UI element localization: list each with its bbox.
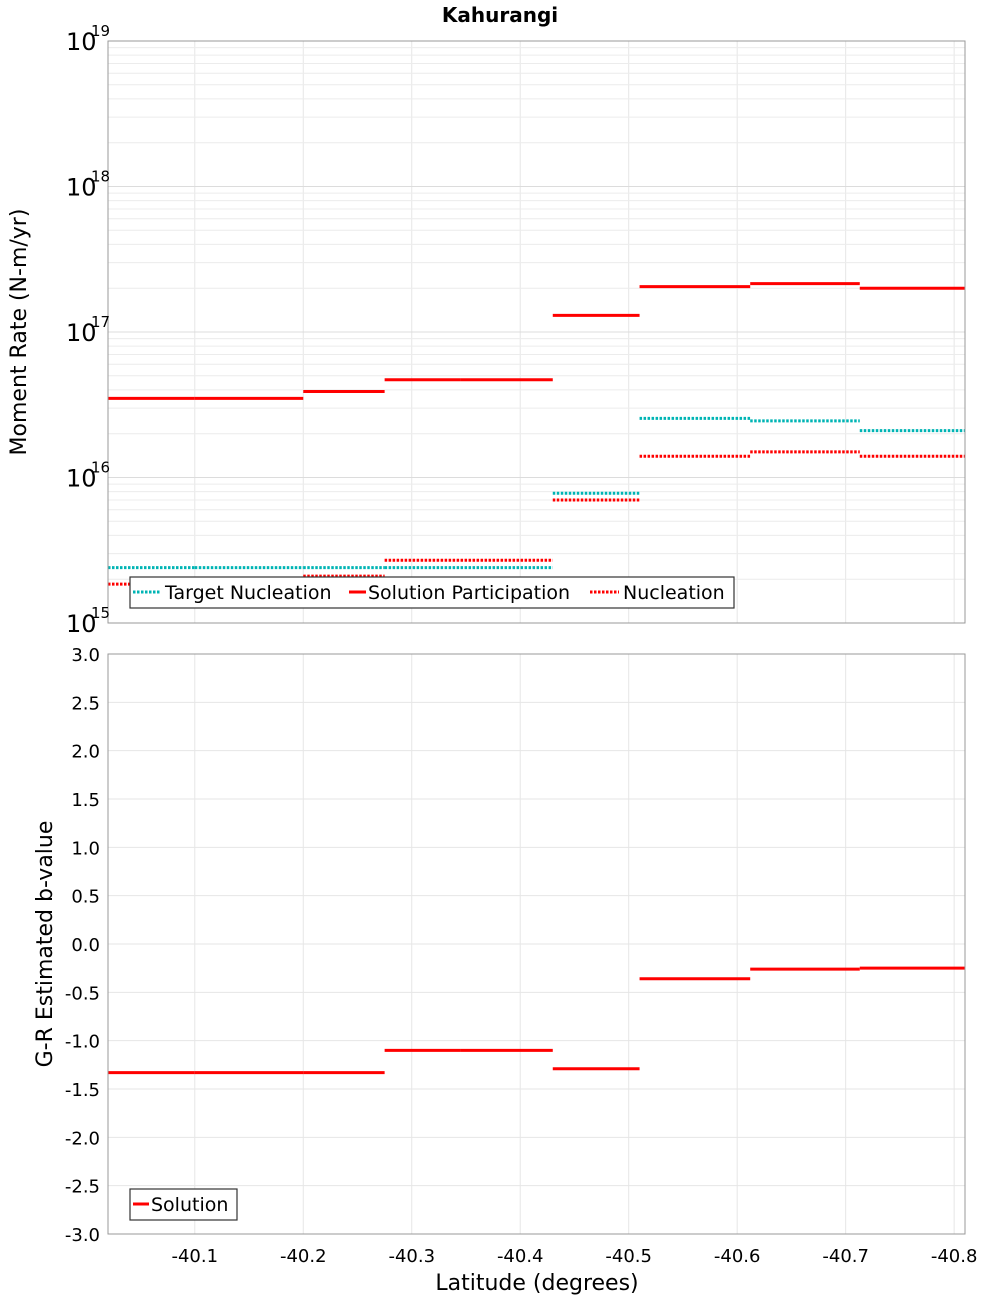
y-tick-label: 2.5	[71, 693, 100, 714]
y-tick-label: -0.5	[65, 983, 100, 1004]
x-tick-label: -40.2	[280, 1246, 327, 1267]
legend-label-solution-participation: Solution Participation	[368, 582, 570, 604]
b-value-plot-border	[107, 653, 966, 1235]
y-tick-label: 0.5	[71, 887, 100, 908]
moment-rate-plot-border	[107, 40, 966, 624]
y-tick-label: -1.0	[65, 1032, 100, 1053]
y-tick-exponent: 17	[91, 313, 110, 331]
b-value-y-ticks: 3.0 2.5 2.0 1.5 1.0 0.5 0.0 -0.5 -1.0 -1.5 -2.0 -2.…	[65, 645, 100, 1246]
y-tick-label: 3.0	[71, 645, 100, 666]
x-tick-label: -40.6	[714, 1246, 761, 1267]
series-solution-participation	[108, 282, 965, 400]
x-tick-label: -40.1	[171, 1246, 218, 1267]
y-tick-label: 1.0	[71, 838, 100, 859]
latitude-x-ticks: -40.1 -40.2 -40.3 -40.4 -40.5 -40.6 -40.7 -40.8	[171, 1246, 977, 1267]
x-tick-label: -40.3	[388, 1246, 435, 1267]
y-tick-label: -2.0	[65, 1128, 100, 1149]
y-tick-base: 10	[66, 174, 97, 202]
b-value-y-axis-label: G-R Estimated b-value	[33, 821, 58, 1068]
y-tick-label: -3.0	[65, 1225, 100, 1246]
moment-rate-y-axis-label: Moment Rate (N-m/yr)	[7, 209, 32, 456]
series-solution	[108, 966, 965, 1075]
y-tick-label: -2.5	[65, 1177, 100, 1198]
y-tick-exponent: 18	[91, 168, 110, 186]
y-tick-exponent: 19	[91, 22, 110, 40]
moment-rate-series	[108, 282, 965, 586]
x-tick-label: -40.7	[822, 1246, 869, 1267]
series-target-nucleation	[108, 416, 965, 570]
b-value-panel: 3.0 2.5 2.0 1.5 1.0 0.5 0.0 -0.5 -1.0 -1.5 -2.0 -2.…	[33, 645, 977, 1296]
y-tick-base: 10	[66, 610, 97, 638]
y-tick-label: 1.5	[71, 790, 100, 811]
chart-title: Kahurangi	[442, 3, 558, 27]
b-value-series	[108, 966, 965, 1075]
y-tick-base: 10	[66, 319, 97, 347]
b-value-legend: Solution	[129, 1188, 238, 1221]
y-tick-base: 10	[66, 465, 97, 493]
latitude-x-axis-label: Latitude (degrees)	[435, 1271, 638, 1296]
moment-rate-legend-box	[129, 576, 735, 609]
x-tick-label: -40.5	[605, 1246, 652, 1267]
legend-label-target-nucleation: Target Nucleation	[164, 582, 332, 604]
legend-label-nucleation: Nucleation	[623, 582, 725, 604]
x-tick-label: -40.8	[931, 1246, 978, 1267]
y-tick-label: 0.0	[71, 935, 100, 956]
x-tick-label: -40.4	[497, 1246, 544, 1267]
y-tick-label: -1.5	[65, 1080, 100, 1101]
y-tick-base: 10	[66, 28, 97, 56]
y-tick-exponent: 16	[91, 459, 110, 477]
b-value-legend-box	[129, 1188, 238, 1221]
y-tick-label: 2.0	[71, 742, 100, 763]
legend-label-solution: Solution	[151, 1194, 228, 1216]
y-tick-exponent: 15	[91, 604, 110, 622]
moment-rate-legend: Target Nucleation Solution Participation…	[129, 576, 735, 609]
